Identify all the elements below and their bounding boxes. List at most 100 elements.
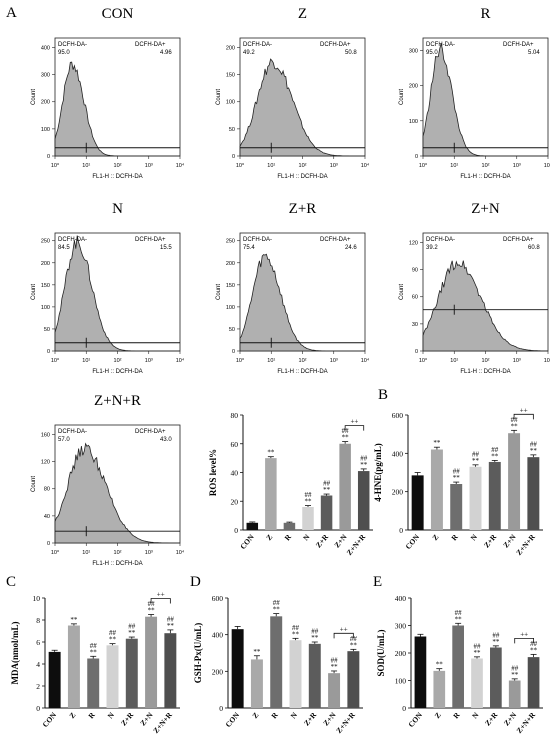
bar-z xyxy=(430,449,443,530)
significance-mark: ** xyxy=(273,606,281,614)
histogram-curve xyxy=(54,442,180,544)
neg-label: DCFH-DA- xyxy=(426,237,455,243)
bar-chart-3: 0246810MDA(nmol/mL)CON**Z##**R##**N##**Z… xyxy=(10,591,180,735)
bar-chart-4: 0200400600GSH-Px(U/mL)CON**Z##**R##**N##… xyxy=(193,594,363,735)
category-label: Z+N xyxy=(502,710,519,727)
significance-mark: ## xyxy=(474,642,482,650)
category-label: Z+R xyxy=(483,710,500,727)
y-tick-label: 200 xyxy=(226,45,235,51)
category-label: Z+N+R xyxy=(334,710,357,735)
neg-value: 95.0 xyxy=(426,50,438,56)
significance-mark: ## xyxy=(128,623,136,631)
y-tick-label: 40 xyxy=(231,469,239,478)
x-tick-label: 10³ xyxy=(330,163,338,169)
neg-value: 57.0 xyxy=(58,437,70,443)
significance-mark: ** xyxy=(511,671,519,679)
y-tick-label: 100 xyxy=(409,119,418,125)
pos-value: 5.04 xyxy=(528,50,540,56)
x-tick-label: 10⁰ xyxy=(236,357,245,364)
x-tick-label: 10⁰ xyxy=(236,162,245,169)
y-tick-label: 100 xyxy=(226,100,235,106)
pos-value: 4.96 xyxy=(160,50,172,56)
bar-n xyxy=(302,507,314,530)
panel-letter-b: B xyxy=(378,387,388,403)
significance-mark: ## xyxy=(273,599,281,607)
x-tick-label: 10² xyxy=(482,358,490,364)
significance-mark: ## xyxy=(360,454,368,462)
histogram-curve xyxy=(54,235,180,352)
y-tick-label: 30 xyxy=(412,322,418,328)
x-tick-label: 10⁰ xyxy=(51,357,60,364)
y-tick-label: 0 xyxy=(415,349,418,355)
neg-value: 95.0 xyxy=(58,50,70,56)
x-tick-label: 10³ xyxy=(513,358,521,364)
y-axis-label: ROS level% xyxy=(208,449,218,496)
x-tick-label: 10³ xyxy=(513,163,521,169)
y-tick-label: 0 xyxy=(47,541,50,547)
significance-mark: ## xyxy=(331,656,339,664)
pos-value: 60.8 xyxy=(528,245,540,251)
category-label: R xyxy=(269,710,280,720)
x-tick-label: 10² xyxy=(114,358,122,364)
y-tick-label: 4 xyxy=(36,660,40,669)
pos-value: 50.8 xyxy=(345,50,357,56)
x-tick-label: 10⁴ xyxy=(361,357,370,364)
significance-mark: ** xyxy=(267,449,275,457)
x-tick-label: 10⁰ xyxy=(419,162,428,169)
significance-mark: ** xyxy=(350,641,358,649)
neg-label: DCFH-DA- xyxy=(426,42,455,48)
pos-label: DCFH-DA+ xyxy=(320,42,351,48)
pos-label: DCFH-DA+ xyxy=(135,429,166,435)
category-label: N xyxy=(301,532,312,542)
bar-z xyxy=(250,659,263,708)
significance-mark: ## xyxy=(167,615,175,623)
bar-n xyxy=(471,658,483,708)
panel-letter-c: C xyxy=(6,574,16,590)
category-label: N xyxy=(469,532,480,542)
neg-label: DCFH-DA- xyxy=(58,429,87,435)
pos-label: DCFH-DA+ xyxy=(135,237,166,243)
histogram-curve xyxy=(239,253,365,352)
significance-mark: ## xyxy=(292,624,300,632)
y-tick-label: 8 xyxy=(36,616,40,625)
y-tick-label: 200 xyxy=(392,488,404,497)
y-tick-label: 250 xyxy=(41,239,50,245)
y-tick-label: 300 xyxy=(395,622,407,631)
category-label: R xyxy=(283,532,294,542)
category-label: Z+N xyxy=(321,710,338,727)
bar-z-n xyxy=(508,433,521,530)
significance-mark: ** xyxy=(491,452,499,460)
y-tick-label: 200 xyxy=(409,84,418,90)
category-label: N xyxy=(289,710,300,720)
y-tick-label: 150 xyxy=(226,73,235,79)
bracket-label: ++ xyxy=(350,418,358,426)
flow-title: N xyxy=(112,201,123,217)
comparison-bracket xyxy=(514,637,534,644)
bracket-label: ++ xyxy=(520,630,528,638)
x-axis-label: FL1-H :: DCFH-DA xyxy=(277,174,327,180)
bar-n xyxy=(289,640,302,708)
panel-letter-d: D xyxy=(190,574,201,590)
significance-mark: ** xyxy=(474,649,482,657)
x-tick-label: 10⁰ xyxy=(51,549,60,556)
y-tick-label: 80 xyxy=(231,411,239,420)
y-tick-label: 20 xyxy=(231,497,239,506)
x-tick-label: 10¹ xyxy=(267,163,275,169)
significance-mark: ** xyxy=(342,434,350,442)
bar-z-n xyxy=(339,443,351,530)
flow-title: R xyxy=(480,6,490,22)
x-tick-label: 10³ xyxy=(145,163,153,169)
bar-r xyxy=(87,658,100,708)
flow-title: Z+R xyxy=(289,201,317,217)
bar-chart-2: 02004006004-HNE(pg/mL)CON**Z##**R##**N##… xyxy=(373,406,543,557)
y-tick-label: 0 xyxy=(36,704,40,713)
category-label: R xyxy=(449,532,460,542)
significance-mark: ** xyxy=(128,629,136,637)
x-tick-label: 10¹ xyxy=(267,358,275,364)
significance-mark: ** xyxy=(530,447,538,455)
significance-mark: ** xyxy=(292,630,300,638)
neg-label: DCFH-DA- xyxy=(58,237,87,243)
y-tick-label: 200 xyxy=(395,649,407,658)
flow-panel-4: N DCFH-DA- 84.5 DCFH-DA+ 15.5 0 50 100 150 200 250… xyxy=(31,201,185,375)
y-tick-label: 150 xyxy=(226,283,235,289)
